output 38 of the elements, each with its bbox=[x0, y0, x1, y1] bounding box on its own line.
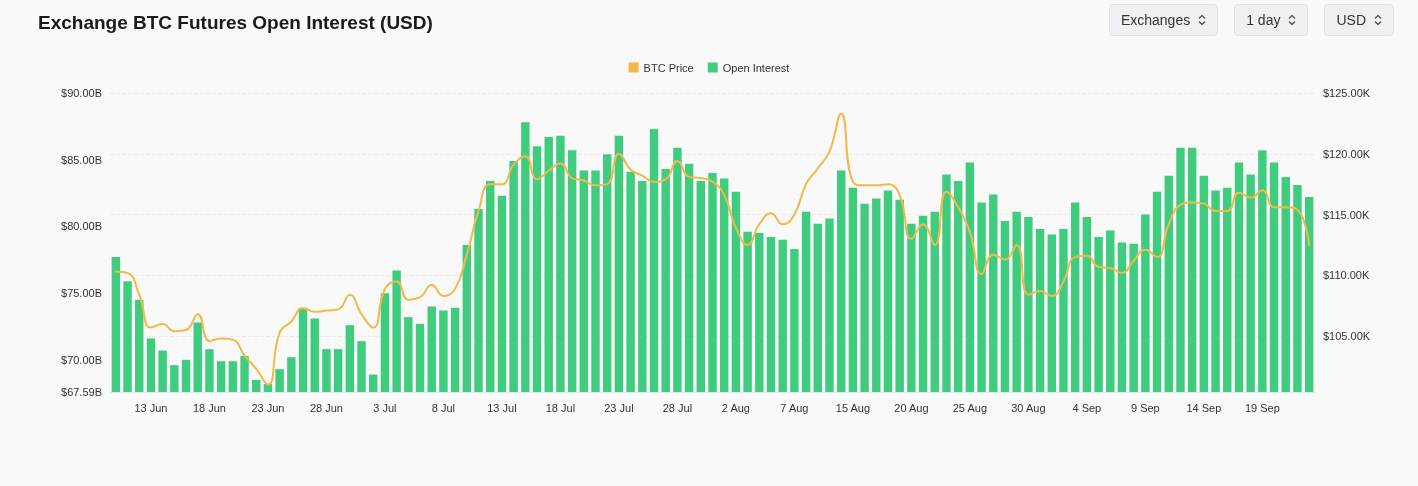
x-tick-label: 25 Aug bbox=[952, 401, 988, 414]
x-tick-label: 19 Sep bbox=[1244, 401, 1280, 414]
legend-label: BTC Price bbox=[643, 61, 694, 74]
x-tick-label: 15 Aug bbox=[835, 401, 871, 414]
x-tick-label: 23 Jul bbox=[604, 401, 634, 414]
x-tick-label: 3 Jul bbox=[373, 401, 397, 414]
x-tick-label: 4 Sep bbox=[1072, 401, 1102, 414]
x-tick-label: 20 Aug bbox=[894, 401, 929, 414]
x-tick-label: 13 Jun bbox=[134, 401, 168, 414]
x-tick-label: 14 Sep bbox=[1186, 401, 1222, 414]
x-tick-label: 2 Aug bbox=[721, 401, 750, 414]
y-tick-label: $80.00B bbox=[61, 220, 102, 233]
x-tick-label: 28 Jul bbox=[662, 401, 693, 414]
x-tick-label: 30 Aug bbox=[1011, 401, 1046, 414]
text: USD bbox=[1336, 12, 1366, 28]
y2-tick-label: $125.00K bbox=[1323, 87, 1371, 99]
x-tick-label: 8 Jul bbox=[431, 401, 456, 414]
x-tick-label: 18 Jun bbox=[192, 401, 226, 414]
text: 1 day bbox=[1246, 12, 1281, 28]
x-tick-label: 13 Jul bbox=[487, 401, 517, 414]
x-tick-label: 28 Jun bbox=[309, 401, 343, 414]
y-tick-label: $70.00B bbox=[61, 353, 102, 366]
y2-tick-label: $110.00K bbox=[1323, 269, 1370, 282]
x-tick-label: 18 Jul bbox=[545, 401, 576, 414]
y-tick-label: $67.59B bbox=[61, 386, 102, 398]
y2-tick-label: $105.00K bbox=[1323, 330, 1371, 343]
line-series bbox=[114, 112, 1311, 386]
y2-tick-label: $120.00K bbox=[1323, 147, 1371, 160]
legend-label: Open Interest bbox=[722, 61, 790, 74]
x-tick-label: 7 Aug bbox=[780, 401, 809, 414]
x-tick-label: 23 Jun bbox=[251, 401, 285, 414]
x-tick-label: 9 Sep bbox=[1130, 401, 1160, 414]
text: Exchanges bbox=[1120, 12, 1191, 28]
y-tick-label: $75.00B bbox=[61, 287, 102, 300]
y2-tick-label: $115.00K bbox=[1323, 208, 1370, 221]
y-tick-label: $85.00B bbox=[61, 153, 102, 166]
chart-title: Exchange BTC Futures Open Interest (USD) bbox=[38, 12, 433, 33]
y-tick-label: $90.00B bbox=[61, 87, 102, 99]
